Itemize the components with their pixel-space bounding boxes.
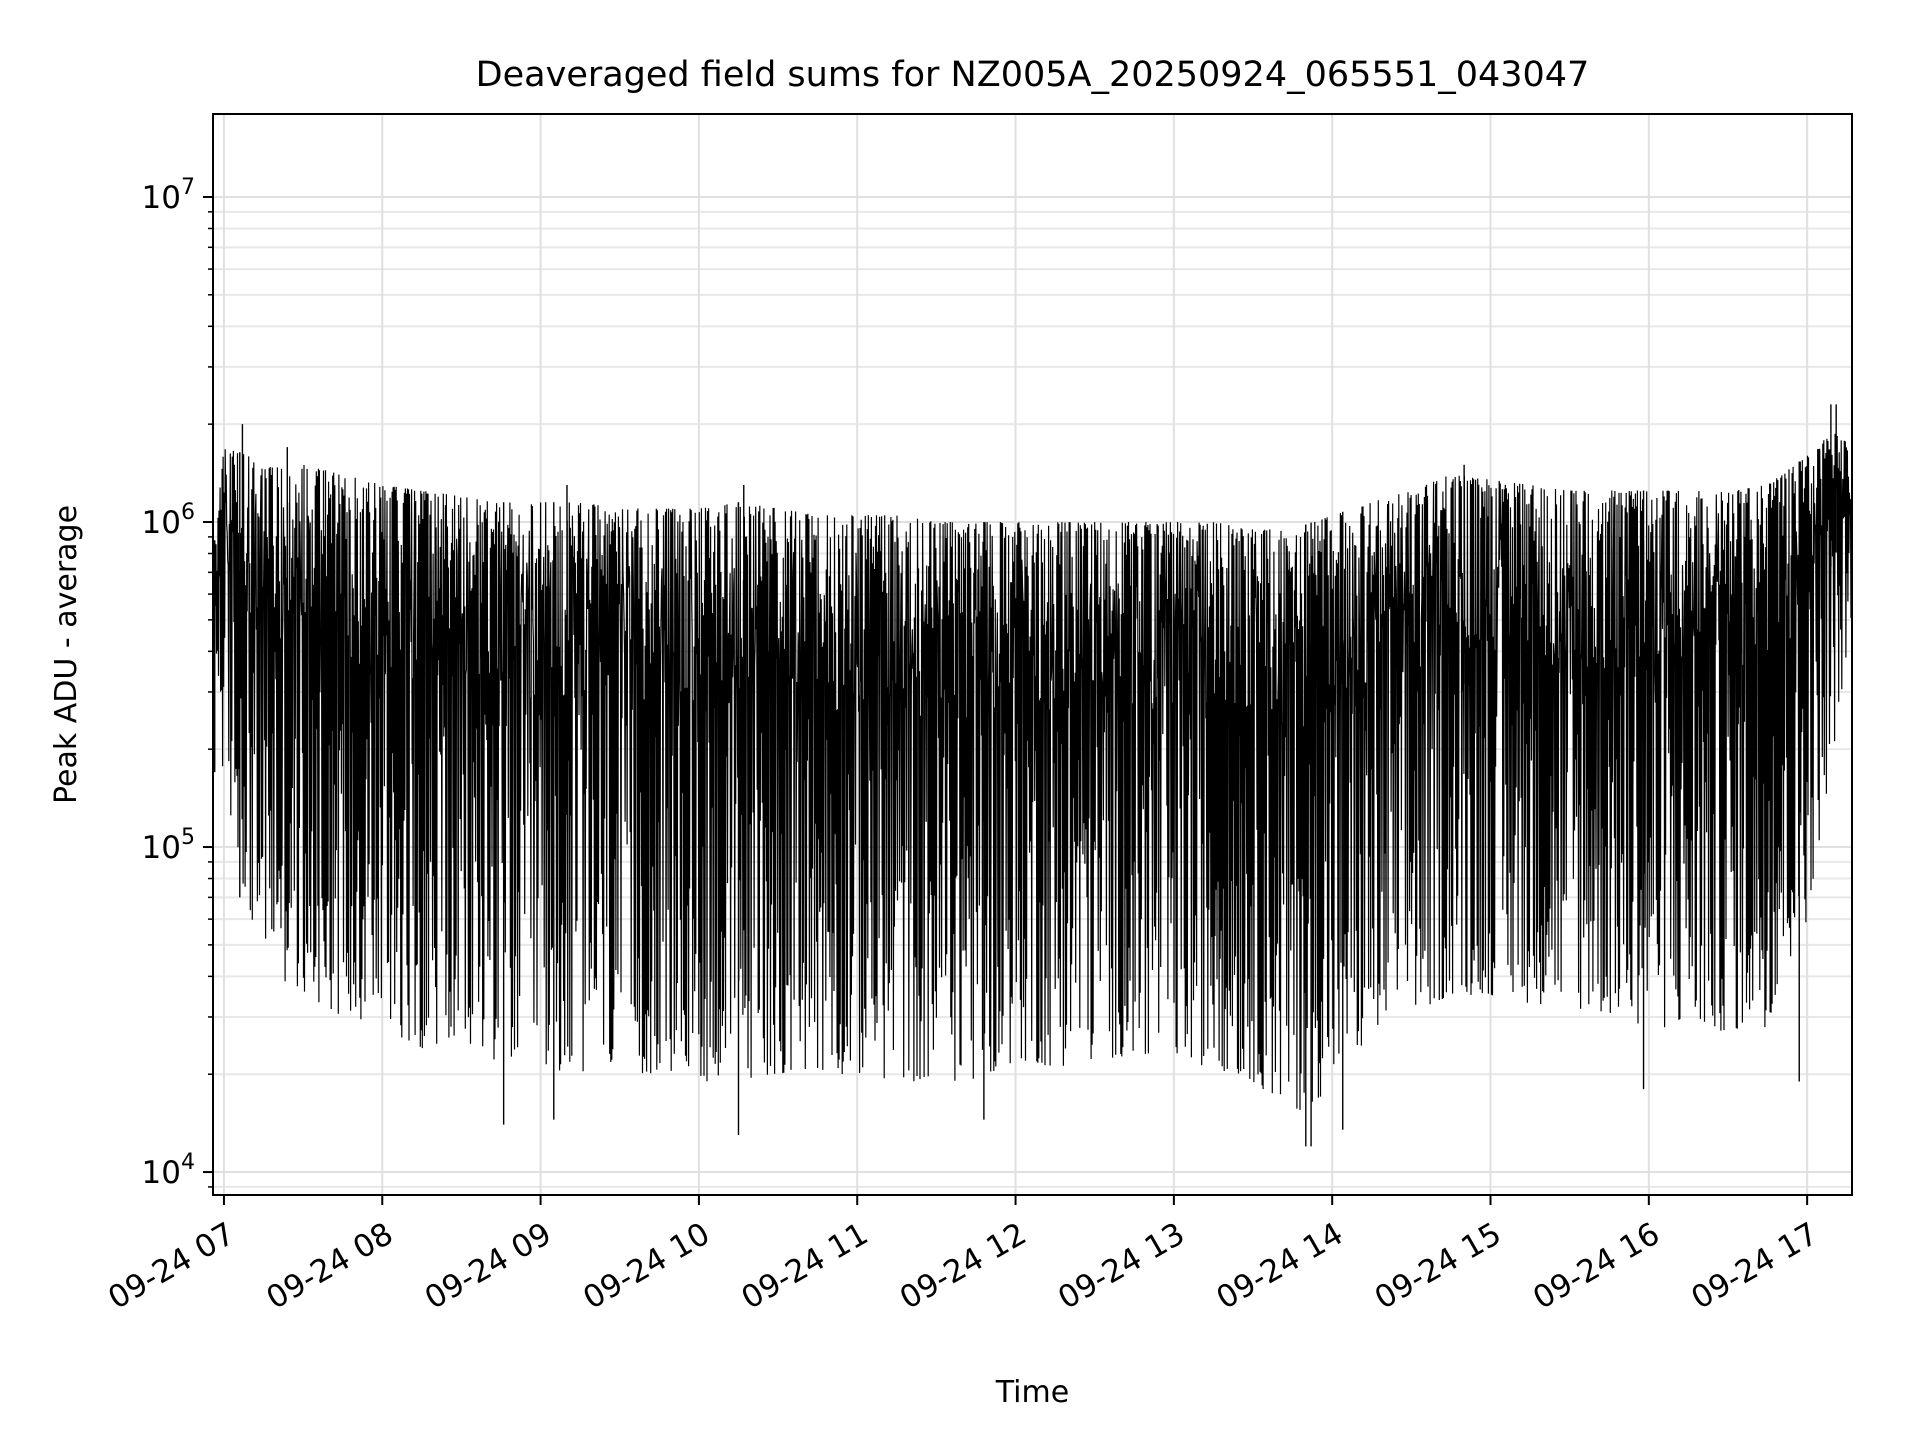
chart-title: Deaveraged field sums for NZ005A_2025092… bbox=[476, 55, 1590, 95]
y-axis-label: Peak ADU - average bbox=[49, 505, 84, 804]
y-tick-label: 105 bbox=[142, 825, 195, 866]
y-tick-label: 106 bbox=[142, 500, 195, 541]
y-tick-label: 107 bbox=[142, 175, 195, 216]
series-trace bbox=[213, 433, 1852, 1110]
y-axis: 104 105 106 107 bbox=[142, 175, 213, 1191]
series-line bbox=[213, 404, 1852, 1147]
plot-area-frame bbox=[212, 113, 1853, 1196]
x-axis-label: Time bbox=[995, 1375, 1069, 1410]
y-tick-label: 104 bbox=[142, 1150, 195, 1191]
